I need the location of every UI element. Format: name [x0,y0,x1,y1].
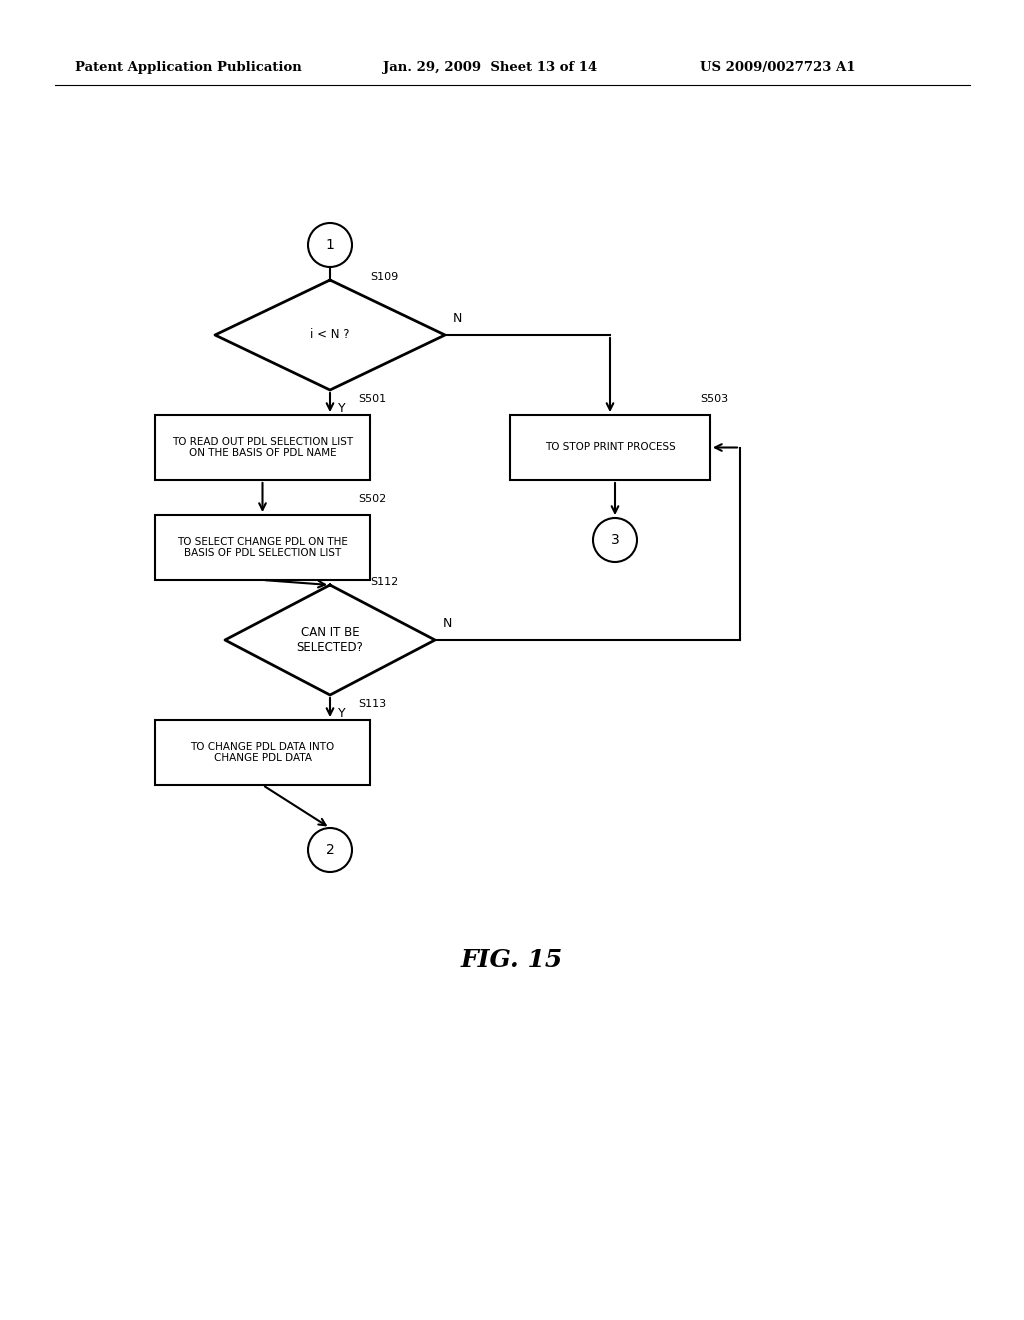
Text: CAN IT BE
SELECTED?: CAN IT BE SELECTED? [297,626,364,653]
Text: S502: S502 [358,494,386,504]
Text: S503: S503 [700,393,728,404]
Text: 3: 3 [610,533,620,546]
Bar [510,414,710,480]
Text: i < N ?: i < N ? [310,329,350,342]
Text: S501: S501 [358,393,386,404]
Text: S112: S112 [370,577,398,587]
Text: Y: Y [338,708,346,719]
Text: Y: Y [338,403,346,414]
Text: TO SELECT CHANGE PDL ON THE
BASIS OF PDL SELECTION LIST: TO SELECT CHANGE PDL ON THE BASIS OF PDL… [177,537,348,558]
Text: 1: 1 [326,238,335,252]
Bar [155,414,370,480]
Bar [155,515,370,579]
Text: TO READ OUT PDL SELECTION LIST
ON THE BASIS OF PDL NAME: TO READ OUT PDL SELECTION LIST ON THE BA… [172,437,353,458]
Text: N: N [443,616,453,630]
Text: Jan. 29, 2009  Sheet 13 of 14: Jan. 29, 2009 Sheet 13 of 14 [383,62,597,74]
Bar [155,719,370,785]
Text: FIG. 15: FIG. 15 [461,948,563,972]
Text: 2: 2 [326,843,335,857]
Text: N: N [453,312,463,325]
Text: S109: S109 [370,272,398,282]
Text: US 2009/0027723 A1: US 2009/0027723 A1 [700,62,855,74]
Text: TO STOP PRINT PROCESS: TO STOP PRINT PROCESS [545,442,676,453]
Text: Patent Application Publication: Patent Application Publication [75,62,302,74]
Text: S113: S113 [358,700,386,709]
Text: TO CHANGE PDL DATA INTO
CHANGE PDL DATA: TO CHANGE PDL DATA INTO CHANGE PDL DATA [190,742,335,763]
